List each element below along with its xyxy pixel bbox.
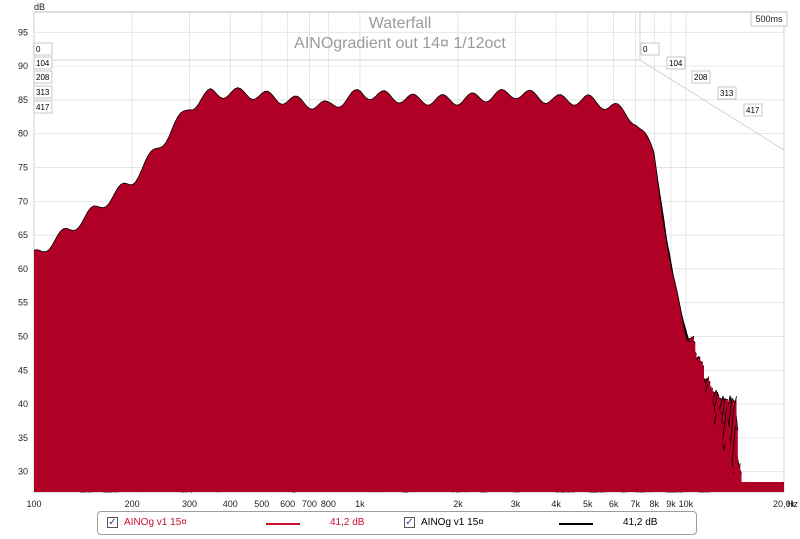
svg-text:313: 313 <box>36 88 50 97</box>
waterfall-chart: 95 90 85 80 75 70 65 60 55 50 45 40 35 30 100 200 300 40… <box>18 2 799 509</box>
x-tick-label: 20,0k <box>773 499 796 509</box>
x-tick-label: 7k <box>631 499 641 509</box>
x-tick-label: 500 <box>254 499 269 509</box>
y-tick-label: 95 <box>18 27 28 37</box>
y-tick-label: 80 <box>18 129 28 139</box>
series-2-value: 41,2 dB <box>623 517 658 528</box>
slice-label-left: 104 <box>33 56 53 70</box>
x-tick-label: 4k <box>551 499 561 509</box>
slice-line <box>33 87 693 343</box>
waterfall-slices <box>33 87 784 494</box>
legend: ✓ AINOg v1 15¤ 41,2 dB ✓ AINOg v1 15¤ 41… <box>97 511 697 535</box>
x-tick-label: 8k <box>650 499 660 509</box>
x-axis-unit: Hz <box>787 499 798 509</box>
x-tick-label: 3k <box>511 499 521 509</box>
x-tick-label: 400 <box>223 499 238 509</box>
y-tick-label: 30 <box>18 467 28 477</box>
y-tick-label: 35 <box>18 433 28 443</box>
y-axis-unit: dB <box>34 2 45 12</box>
x-tick-label: 300 <box>182 499 197 509</box>
y-tick-label: 85 <box>18 95 28 105</box>
y-tick-label: 60 <box>18 264 28 274</box>
series-1-name: AINOg v1 15¤ <box>124 517 187 528</box>
floor-fill <box>34 482 784 492</box>
series-1-value: 41,2 dB <box>330 517 365 528</box>
x-tick-label: 10k <box>679 499 694 509</box>
y-tick-label: 65 <box>18 230 28 240</box>
time-label-box: 500ms <box>750 11 788 27</box>
slice-fill <box>34 87 693 492</box>
y-tick-label: 50 <box>18 332 28 342</box>
y-tick-label: 40 <box>18 399 28 409</box>
x-tick-label: 1k <box>355 499 365 509</box>
svg-text:104: 104 <box>36 59 50 68</box>
svg-text:0: 0 <box>643 45 648 54</box>
time-label: 500ms <box>755 14 783 24</box>
x-tick-label: 2k <box>453 499 463 509</box>
series-2-name: AINOg v1 15¤ <box>421 517 484 528</box>
series-2-checkbox[interactable]: ✓ <box>404 517 415 528</box>
svg-text:208: 208 <box>694 73 708 82</box>
chart-title: Waterfall <box>369 15 432 32</box>
svg-text:313: 313 <box>720 89 734 98</box>
y-tick-label: 70 <box>18 196 28 206</box>
slice-label-right: 0 <box>640 42 660 56</box>
slice-label-left: 0 <box>33 42 53 56</box>
series-2-swatch <box>559 523 593 525</box>
x-tick-label: 6k <box>609 499 619 509</box>
slice-label-right: 313 <box>717 86 737 100</box>
slice-label-left: 208 <box>33 70 53 84</box>
x-axis: 100 200 300 400 500 600 700 800 1k 2k 3k 4k 5k 6k 7k 8k… <box>26 499 795 509</box>
x-tick-label: 5k <box>583 499 593 509</box>
x-tick-label: 200 <box>125 499 140 509</box>
slice-label-right: 104 <box>666 56 686 70</box>
svg-text:208: 208 <box>36 73 50 82</box>
slice-label-left: 417 <box>33 100 53 114</box>
svg-text:104: 104 <box>669 59 683 68</box>
slice-label-left: 313 <box>33 85 53 99</box>
x-tick-label: 600 <box>280 499 295 509</box>
y-tick-label: 75 <box>18 162 28 172</box>
y-tick-label: 55 <box>18 298 28 308</box>
svg-text:417: 417 <box>746 106 760 115</box>
slice-label-right: 208 <box>691 70 711 84</box>
x-tick-label: 700 <box>302 499 317 509</box>
chart-subtitle: AINOgradient out 14¤ 1/12oct <box>294 35 506 52</box>
x-tick-label: 9k <box>666 499 676 509</box>
series-1-swatch <box>266 523 300 525</box>
svg-text:0: 0 <box>36 45 41 54</box>
svg-text:417: 417 <box>36 103 50 112</box>
x-tick-label: 800 <box>321 499 336 509</box>
wall-line <box>639 59 785 151</box>
x-tick-label: 100 <box>26 499 41 509</box>
y-tick-label: 90 <box>18 61 28 71</box>
series-1-checkbox[interactable]: ✓ <box>107 517 118 528</box>
y-tick-label: 45 <box>18 365 28 375</box>
y-axis: 95 90 85 80 75 70 65 60 55 50 45 40 35 30 <box>18 27 28 476</box>
slice-label-right: 417 <box>743 103 763 117</box>
slice-time-labels: 0 0 104 104 208 208 313 313 417 417 <box>33 42 763 117</box>
